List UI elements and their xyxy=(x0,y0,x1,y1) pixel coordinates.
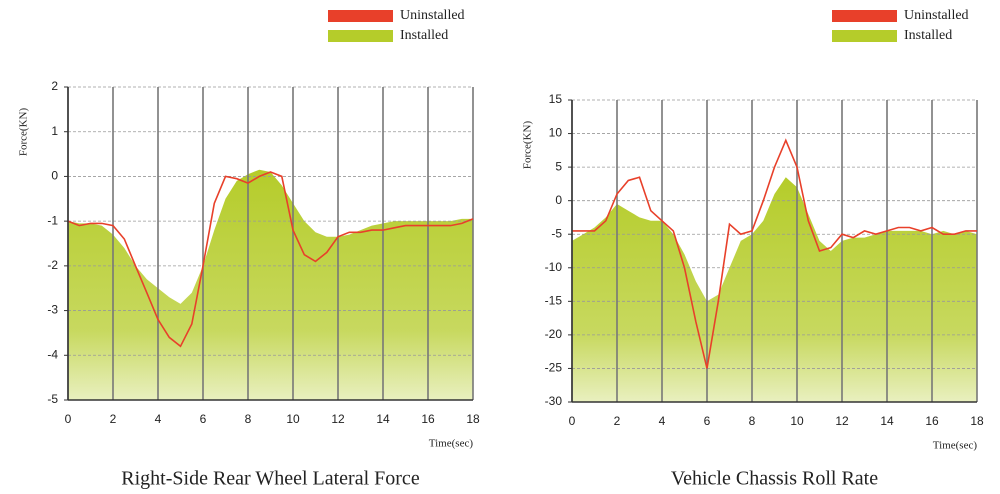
x-tick-label: 6 xyxy=(704,414,711,428)
y-tick-label: -30 xyxy=(545,394,563,408)
y-tick-label: -5 xyxy=(551,226,562,240)
y-tick-label: 0 xyxy=(555,193,562,207)
x-tick-label: 8 xyxy=(749,414,756,428)
legend-label: Uninstalled xyxy=(904,8,969,23)
y-tick-label: 10 xyxy=(549,126,563,140)
x-tick-label: 12 xyxy=(331,412,345,426)
x-tick-label: 4 xyxy=(659,414,666,428)
y-tick-label: 2 xyxy=(51,79,58,93)
x-tick-label: 2 xyxy=(614,414,621,428)
chart-title: Vehicle Chassis Roll Rate xyxy=(671,468,878,490)
y-tick-label: -25 xyxy=(545,361,563,375)
x-tick-label: 14 xyxy=(880,414,894,428)
y-tick-label: 15 xyxy=(549,92,563,106)
legend-label: Uninstalled xyxy=(400,8,465,23)
x-tick-label: 0 xyxy=(65,412,72,426)
y-tick-label: 1 xyxy=(51,124,58,138)
x-tick-label: 12 xyxy=(835,414,849,428)
legend-swatch xyxy=(832,30,897,42)
x-tick-label: 6 xyxy=(200,412,207,426)
x-tick-label: 16 xyxy=(925,414,939,428)
y-tick-label: -15 xyxy=(545,294,563,308)
y-tick-label: -1 xyxy=(47,213,58,227)
x-tick-label: 2 xyxy=(110,412,117,426)
x-tick-label: 10 xyxy=(286,412,300,426)
x-tick-label: 16 xyxy=(421,412,435,426)
legend-swatch xyxy=(328,30,393,42)
y-tick-label: -3 xyxy=(47,303,58,317)
y-tick-label: 0 xyxy=(51,169,58,183)
line xyxy=(572,138,977,369)
x-tick-label: 18 xyxy=(466,412,480,426)
x-axis-label: Time(sec) xyxy=(933,440,978,452)
legend-swatch xyxy=(328,10,393,22)
x-tick-label: 4 xyxy=(155,412,162,426)
y-tick-label: 5 xyxy=(555,159,562,173)
x-tick-label: 8 xyxy=(245,412,252,426)
y-tick-label: -2 xyxy=(47,258,58,272)
x-tick-label: 18 xyxy=(970,414,984,428)
x-axis-label: Time(sec) xyxy=(429,438,474,450)
chart-title: Right-Side Rear Wheel Lateral Force xyxy=(121,468,420,490)
x-tick-label: 0 xyxy=(569,414,576,428)
y-tick-label: -4 xyxy=(47,347,58,361)
y-tick-label: -5 xyxy=(47,392,58,406)
x-tick-label: 10 xyxy=(790,414,804,428)
y-axis-label: Force(KN) xyxy=(18,108,30,157)
y-tick-label: -20 xyxy=(545,327,563,341)
legend-label: Installed xyxy=(904,28,952,43)
y-axis-label: Force(KN) xyxy=(522,121,534,170)
chart: -30 -25 -20 -15 -10 -5 0 5 10 15 0 2 4 6 8 10 12 14 16 18 Fo… xyxy=(522,8,984,489)
line xyxy=(67,171,474,348)
area xyxy=(68,169,473,400)
legend-swatch xyxy=(832,10,897,22)
y-tick-label: -10 xyxy=(545,260,563,274)
area xyxy=(572,177,977,402)
x-tick-label: 14 xyxy=(376,412,390,426)
legend-label: Installed xyxy=(400,28,448,43)
